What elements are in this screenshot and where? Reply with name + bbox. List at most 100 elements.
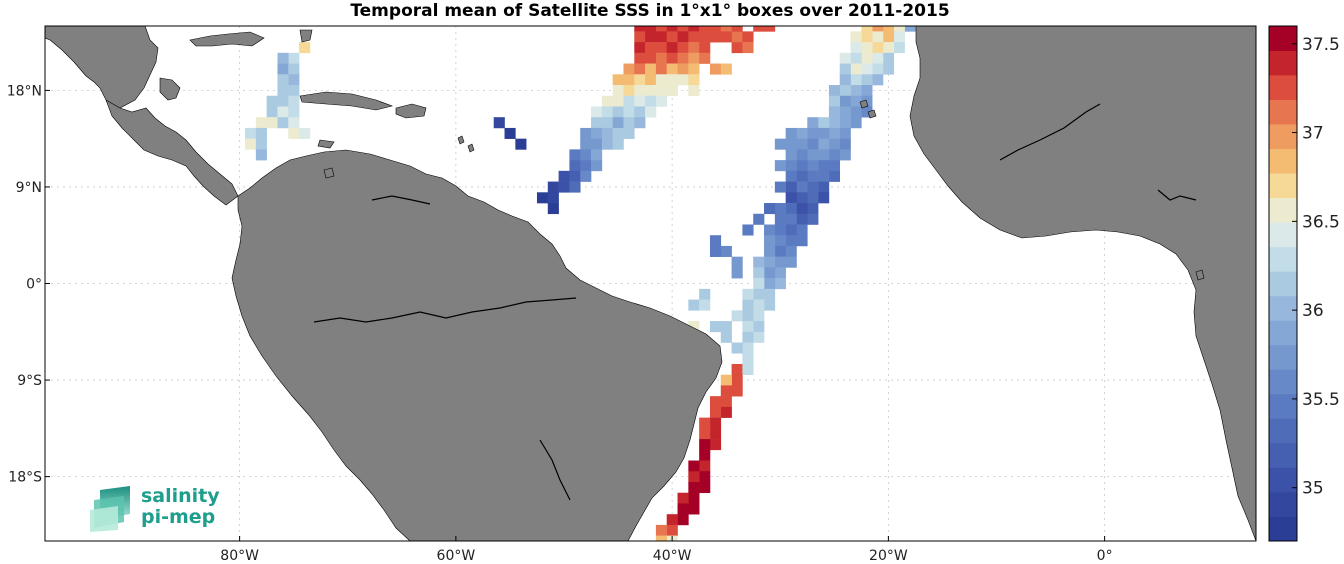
sss-cell-292 bbox=[288, 63, 300, 75]
sss-cell-79 bbox=[569, 160, 581, 172]
sss-cell-47 bbox=[645, 85, 657, 97]
sss-cell-48 bbox=[655, 85, 668, 97]
sss-cell-172 bbox=[807, 160, 819, 172]
sss-cell-204 bbox=[774, 235, 786, 247]
sss-cell-113 bbox=[882, 31, 895, 43]
land-florida bbox=[189, 29, 313, 47]
colorbar-swatches bbox=[1269, 26, 1297, 542]
sss-cell-93 bbox=[764, 26, 776, 32]
sss-cell-175 bbox=[774, 160, 786, 172]
sss-cell-154 bbox=[828, 127, 841, 139]
sss-cell-28 bbox=[666, 52, 678, 64]
sss-cell-97 bbox=[699, 52, 711, 64]
sss-cell-143 bbox=[828, 95, 841, 107]
logo-line-1: salinity bbox=[141, 485, 220, 507]
sss-cell-5 bbox=[688, 26, 700, 32]
sss-cell-199 bbox=[785, 224, 797, 236]
sss-cell-226 bbox=[742, 310, 754, 322]
sss-cell-170 bbox=[828, 160, 841, 172]
sss-cell-96 bbox=[742, 31, 754, 43]
sss-cell-33 bbox=[645, 63, 657, 75]
sss-cell-252 bbox=[699, 460, 711, 472]
sss-cell-18 bbox=[634, 42, 646, 54]
sss-cell-112 bbox=[893, 31, 905, 43]
sss-cell-62 bbox=[591, 117, 603, 129]
colorbar-swatch-5 bbox=[1269, 393, 1297, 419]
sss-cell-129 bbox=[861, 63, 873, 75]
colorbar-swatch-6 bbox=[1269, 369, 1297, 395]
sss-cell-37 bbox=[612, 74, 624, 86]
sss-cell-251 bbox=[699, 449, 711, 461]
sss-cell-235 bbox=[731, 363, 743, 375]
sss-cell-274 bbox=[720, 331, 732, 343]
y-tick-label-1: 9°N bbox=[16, 180, 42, 196]
sss-cell-215 bbox=[753, 267, 765, 279]
sss-cell-216 bbox=[774, 278, 786, 290]
sss-cell-177 bbox=[818, 170, 830, 182]
sss-cell-238 bbox=[720, 374, 732, 386]
y-tick-label-4: 18°S bbox=[8, 470, 42, 486]
colorbar: 35 35.5 36 36.5 37 37.5 bbox=[1268, 25, 1340, 542]
sss-cell-139 bbox=[828, 85, 841, 97]
sss-cell-120 bbox=[861, 42, 873, 54]
sss-cell-164 bbox=[839, 149, 851, 161]
sss-cell-272 bbox=[720, 321, 732, 333]
sss-cell-242 bbox=[709, 396, 722, 408]
sss-cell-168 bbox=[796, 149, 808, 161]
sss-cell-74 bbox=[601, 138, 613, 150]
sss-cell-178 bbox=[807, 170, 819, 182]
salinity-pi-mep-logo: salinity pi-mep bbox=[90, 485, 220, 532]
sss-cell-125 bbox=[850, 52, 862, 64]
sss-cell-53 bbox=[634, 95, 646, 107]
sss-cell-149 bbox=[839, 117, 851, 129]
sss-cell-167 bbox=[807, 149, 819, 161]
colorbar-swatch-9 bbox=[1269, 295, 1297, 321]
sss-cell-308 bbox=[255, 127, 267, 139]
sss-cell-222 bbox=[764, 299, 776, 311]
sss-cell-127 bbox=[882, 63, 895, 75]
sss-cell-259 bbox=[677, 492, 689, 504]
sss-cell-110 bbox=[872, 26, 884, 32]
sss-cell-165 bbox=[828, 149, 841, 161]
land-cape-verde bbox=[859, 99, 877, 119]
sss-cell-219 bbox=[764, 288, 776, 300]
sss-cell-159 bbox=[828, 138, 841, 150]
sss-cell-200 bbox=[774, 224, 786, 236]
sss-cell-153 bbox=[839, 127, 851, 139]
colorbar-tick-label-2: 36 bbox=[1302, 301, 1324, 321]
sss-cell-27 bbox=[655, 52, 668, 64]
colorbar-swatch-0 bbox=[1269, 516, 1297, 542]
sss-cell-302 bbox=[288, 106, 300, 118]
sss-cell-50 bbox=[601, 95, 613, 107]
sss-cell-68 bbox=[591, 127, 603, 139]
niger-river bbox=[999, 103, 1101, 161]
sss-cell-91 bbox=[731, 26, 743, 32]
sss-cell-67 bbox=[580, 127, 592, 139]
sss-cell-123 bbox=[872, 52, 884, 64]
sss-cell-29 bbox=[677, 52, 689, 64]
sss-cell-254 bbox=[699, 471, 711, 483]
sss-cell-184 bbox=[785, 181, 797, 193]
sss-cell-241 bbox=[720, 396, 732, 408]
sss-cell-136 bbox=[861, 85, 873, 97]
sss-cell-56 bbox=[591, 106, 603, 118]
sss-cell-309 bbox=[288, 127, 300, 139]
sss-cell-196 bbox=[785, 213, 797, 225]
sss-cell-179 bbox=[796, 170, 808, 182]
x-tick-label-1: 60°W bbox=[437, 548, 476, 564]
sss-cell-70 bbox=[612, 127, 624, 139]
sss-cell-286 bbox=[774, 138, 786, 150]
sss-cell-23 bbox=[688, 42, 700, 54]
sss-cell-247 bbox=[709, 428, 722, 440]
logo-icon bbox=[90, 486, 130, 532]
land-small-caribbean-islands bbox=[323, 135, 475, 179]
sss-cell-1 bbox=[645, 26, 657, 32]
sss-cell-197 bbox=[774, 213, 786, 225]
sss-cell-107 bbox=[904, 26, 916, 32]
sss-cell-295 bbox=[277, 85, 289, 97]
sss-cell-173 bbox=[796, 160, 808, 172]
sss-cell-166 bbox=[818, 149, 830, 161]
sss-cell-122 bbox=[882, 52, 895, 64]
sss-cell-19 bbox=[645, 42, 657, 54]
land-layer bbox=[45, 26, 1256, 541]
